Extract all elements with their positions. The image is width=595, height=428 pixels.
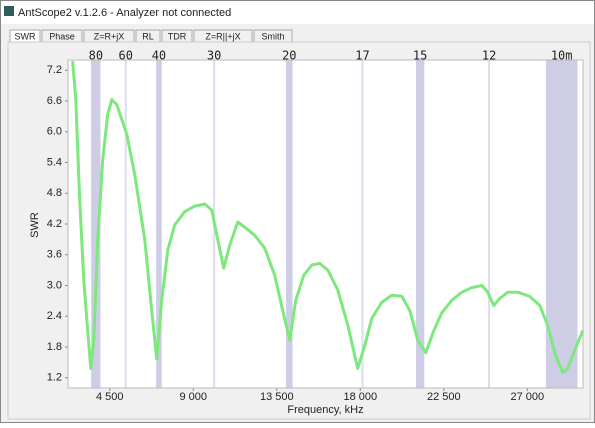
x-tick-label: 13 500	[260, 391, 294, 403]
band	[488, 60, 491, 388]
band	[361, 60, 364, 388]
y-tick-label: 1.8	[47, 341, 62, 353]
x-tick-label: 9 000	[180, 391, 208, 403]
x-tick-label: 27 000	[510, 391, 544, 403]
y-tick-label: 6.0	[47, 126, 62, 138]
band-label: 30	[207, 49, 221, 63]
y-axis-label: SWR	[29, 212, 41, 238]
plot: 80 60 40 30 20 17 15 12 10m 1.2 1.8 2.4 3.0 3.6 4.2 4.8…	[29, 49, 585, 416]
y-tick-label: 3.6	[47, 249, 62, 261]
y-tick-label: 1.2	[47, 372, 62, 384]
band-label: 15	[413, 49, 427, 63]
band-label: 20	[282, 49, 296, 63]
y-tick-label: 7.2	[47, 64, 62, 76]
tab-label[interactable]: Z=R||+jX	[205, 31, 240, 41]
y-tick-label: 6.6	[47, 95, 62, 107]
band	[156, 60, 162, 388]
tab-label[interactable]: Smith	[261, 31, 284, 41]
band-label: 60	[118, 49, 132, 63]
plot-area	[68, 60, 583, 388]
band-label: 80	[89, 49, 103, 63]
tab-label[interactable]: Z=R+jX	[94, 31, 125, 41]
tab-label[interactable]: TDR	[168, 31, 187, 41]
tab-label[interactable]: RL	[142, 31, 154, 41]
band	[124, 60, 127, 388]
x-axis-label: Frequency, kHz	[287, 404, 363, 416]
band	[415, 60, 425, 388]
band	[286, 60, 293, 388]
y-tick-label: 2.4	[47, 310, 62, 322]
window-title: AntScope2 v.1.2.6 - Analyzer not connect…	[18, 7, 231, 19]
x-tick-label: 18 000	[343, 391, 377, 403]
y-tick-label: 4.2	[47, 218, 62, 230]
y-tick-label: 3.0	[47, 279, 62, 291]
tab-bar: SWR Phase Z=R+jX RL TDR Z=R||+jX Smith	[9, 29, 293, 44]
plot-border	[67, 59, 584, 389]
tab-label[interactable]: SWR	[15, 31, 36, 41]
band-label: 12	[482, 49, 496, 63]
x-tick-label: 4 500	[96, 391, 124, 403]
app-icon	[4, 6, 14, 16]
y-tick-label: 4.8	[47, 187, 62, 199]
y-tick-label: 5.4	[47, 156, 62, 168]
band-label: 17	[355, 49, 369, 63]
tab-label[interactable]: Phase	[49, 31, 75, 41]
swr-line	[71, 60, 585, 375]
band	[91, 60, 101, 388]
band-label: 40	[152, 49, 166, 63]
x-tick-label: 22 500	[427, 391, 461, 403]
title-bar	[1, 1, 594, 24]
band-label: 10m	[551, 49, 573, 63]
